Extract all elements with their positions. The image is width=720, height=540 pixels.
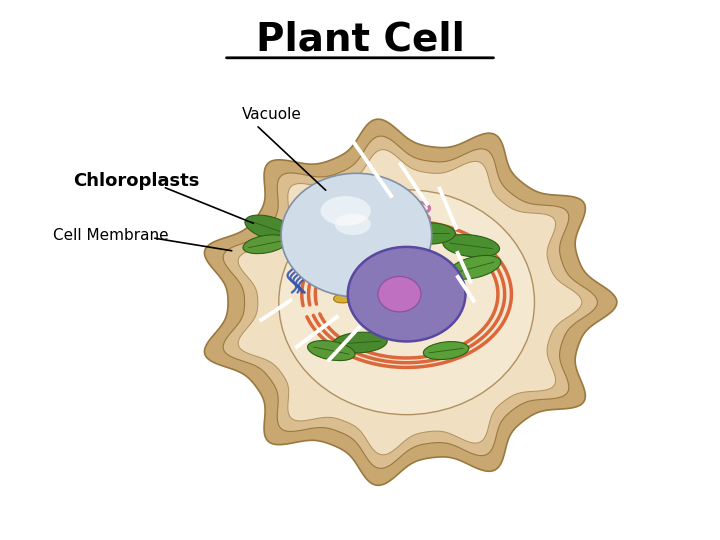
Ellipse shape [335,214,371,235]
Text: Plant Cell: Plant Cell [256,20,464,58]
Ellipse shape [279,190,534,415]
Text: Chloroplasts: Chloroplasts [73,172,199,191]
Ellipse shape [333,293,355,303]
Ellipse shape [378,276,421,312]
Ellipse shape [307,341,355,361]
Ellipse shape [423,342,469,360]
Ellipse shape [245,215,296,241]
Ellipse shape [243,235,288,254]
Ellipse shape [443,234,500,257]
Ellipse shape [333,332,387,353]
Ellipse shape [327,280,348,290]
Ellipse shape [401,222,455,244]
Polygon shape [204,119,617,485]
Polygon shape [238,150,582,455]
Ellipse shape [281,173,432,297]
Text: Vacuole: Vacuole [242,107,302,122]
Text: Cell Membrane: Cell Membrane [53,227,168,242]
Polygon shape [223,136,598,468]
Ellipse shape [320,196,371,226]
Ellipse shape [348,247,465,341]
Ellipse shape [449,255,501,279]
